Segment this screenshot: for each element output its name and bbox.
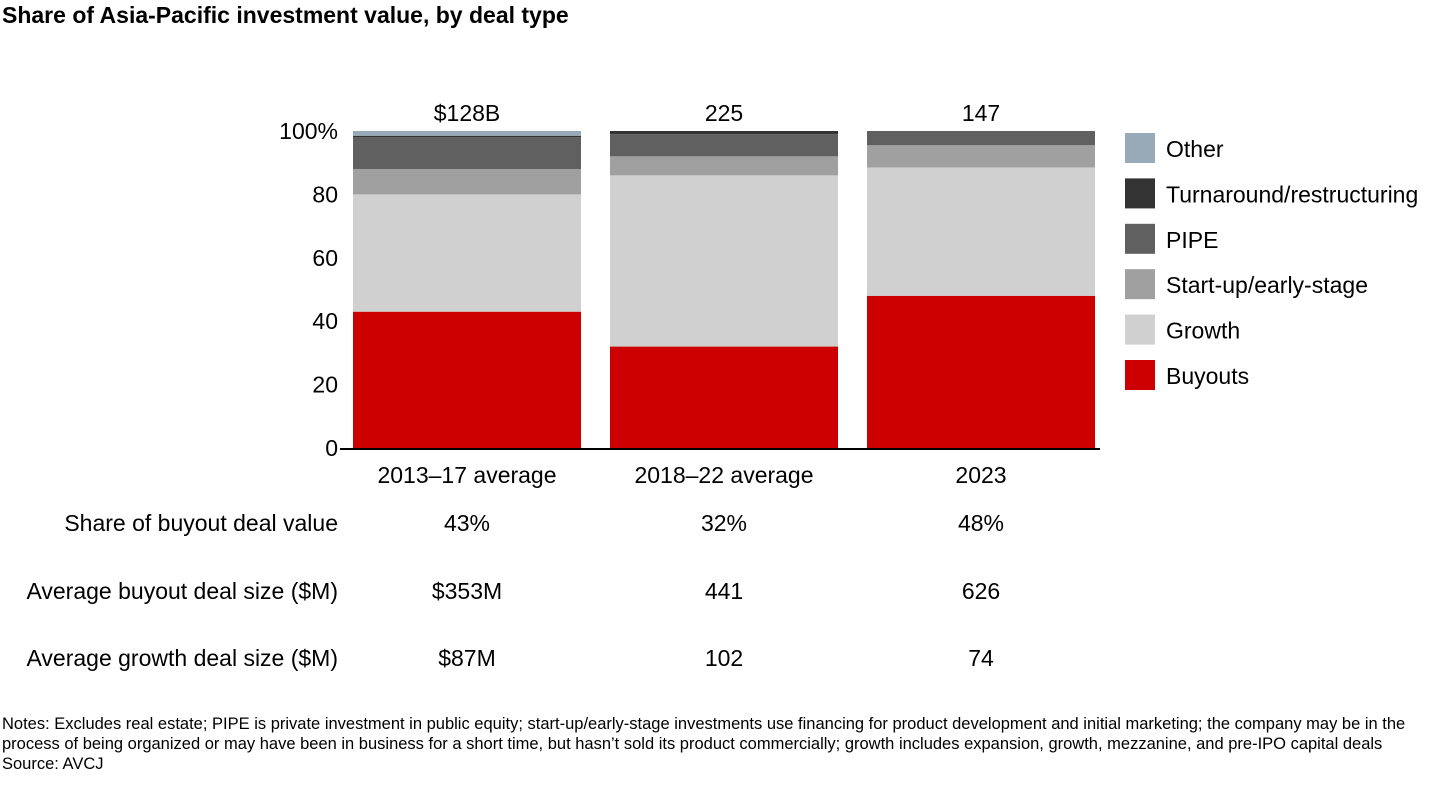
bar-segment-buyouts xyxy=(353,311,581,448)
row-value: 48% xyxy=(957,510,1005,536)
legend-label: PIPE xyxy=(1166,227,1218,253)
row-value: 32% xyxy=(700,510,748,536)
bar-segment-pipe xyxy=(867,131,1095,146)
source-text: Source: AVCJ xyxy=(2,755,104,773)
bar-segment-start-up-early-stage xyxy=(610,156,838,176)
bar-segment-growth xyxy=(610,175,838,347)
row-label: Share of buyout deal value xyxy=(64,510,338,536)
bar-segment-start-up-early-stage xyxy=(867,145,1095,168)
legend-swatch xyxy=(1125,314,1155,345)
bar-segment-pipe xyxy=(610,134,838,157)
bar-segment-other xyxy=(353,131,581,136)
total-label: $128B xyxy=(434,100,501,126)
y-tick-label: 0 xyxy=(325,435,338,461)
category-label: 2018–22 average xyxy=(634,462,813,488)
row-label: Average growth deal size ($M) xyxy=(26,645,339,671)
row-value: $87M xyxy=(438,645,496,671)
row-value: 441 xyxy=(704,578,744,604)
row-value: 43% xyxy=(443,510,491,536)
legend-label: Growth xyxy=(1166,318,1240,344)
bar-segment-turnaround-restructuring xyxy=(353,135,581,138)
legend-swatch xyxy=(1125,223,1155,254)
legend-swatch xyxy=(1125,360,1155,390)
bar-segment-start-up-early-stage xyxy=(353,169,581,195)
notes-text: Notes: Excludes real estate; PIPE is pri… xyxy=(2,715,1406,753)
row-value: 74 xyxy=(968,645,994,671)
y-tick-label: 80 xyxy=(312,181,338,207)
row-value: 102 xyxy=(704,645,744,671)
total-label: 225 xyxy=(705,100,743,126)
y-tick-label: 60 xyxy=(312,245,338,271)
legend-label: Buyouts xyxy=(1166,363,1249,389)
row-label: Average buyout deal size ($M) xyxy=(26,578,338,604)
bar-segment-buyouts xyxy=(867,295,1095,448)
legend-label: Other xyxy=(1166,136,1224,162)
stacked-bar-chart: $128B 2013–17 average 225 2018–22 average 14… xyxy=(279,100,1418,488)
y-tick-label: 20 xyxy=(312,372,338,398)
legend-swatch xyxy=(1125,269,1155,300)
legend-label: Turnaround/restructuring xyxy=(1166,181,1418,207)
total-label: 147 xyxy=(962,100,1000,126)
bar-segment-pipe xyxy=(353,137,581,170)
row-value: $353M xyxy=(431,578,503,604)
legend-swatch xyxy=(1125,133,1155,163)
bar-segment-growth xyxy=(353,194,581,312)
legend-swatch xyxy=(1125,178,1155,209)
y-tick-label: 100% xyxy=(279,118,338,144)
row-value: 626 xyxy=(961,578,1001,604)
chart-title: Share of Asia-Pacific investment value, … xyxy=(2,2,569,28)
bar-segment-turnaround-restructuring xyxy=(610,131,838,135)
category-label: 2013–17 average xyxy=(377,462,556,488)
legend-label: Start-up/early-stage xyxy=(1166,272,1368,298)
notes: Notes: Excludes real estate; PIPE is pri… xyxy=(2,714,1422,774)
y-tick-label: 40 xyxy=(312,308,338,334)
category-label: 2023 xyxy=(955,462,1006,488)
bar-segment-growth xyxy=(867,167,1095,296)
bar-segment-buyouts xyxy=(610,346,838,448)
